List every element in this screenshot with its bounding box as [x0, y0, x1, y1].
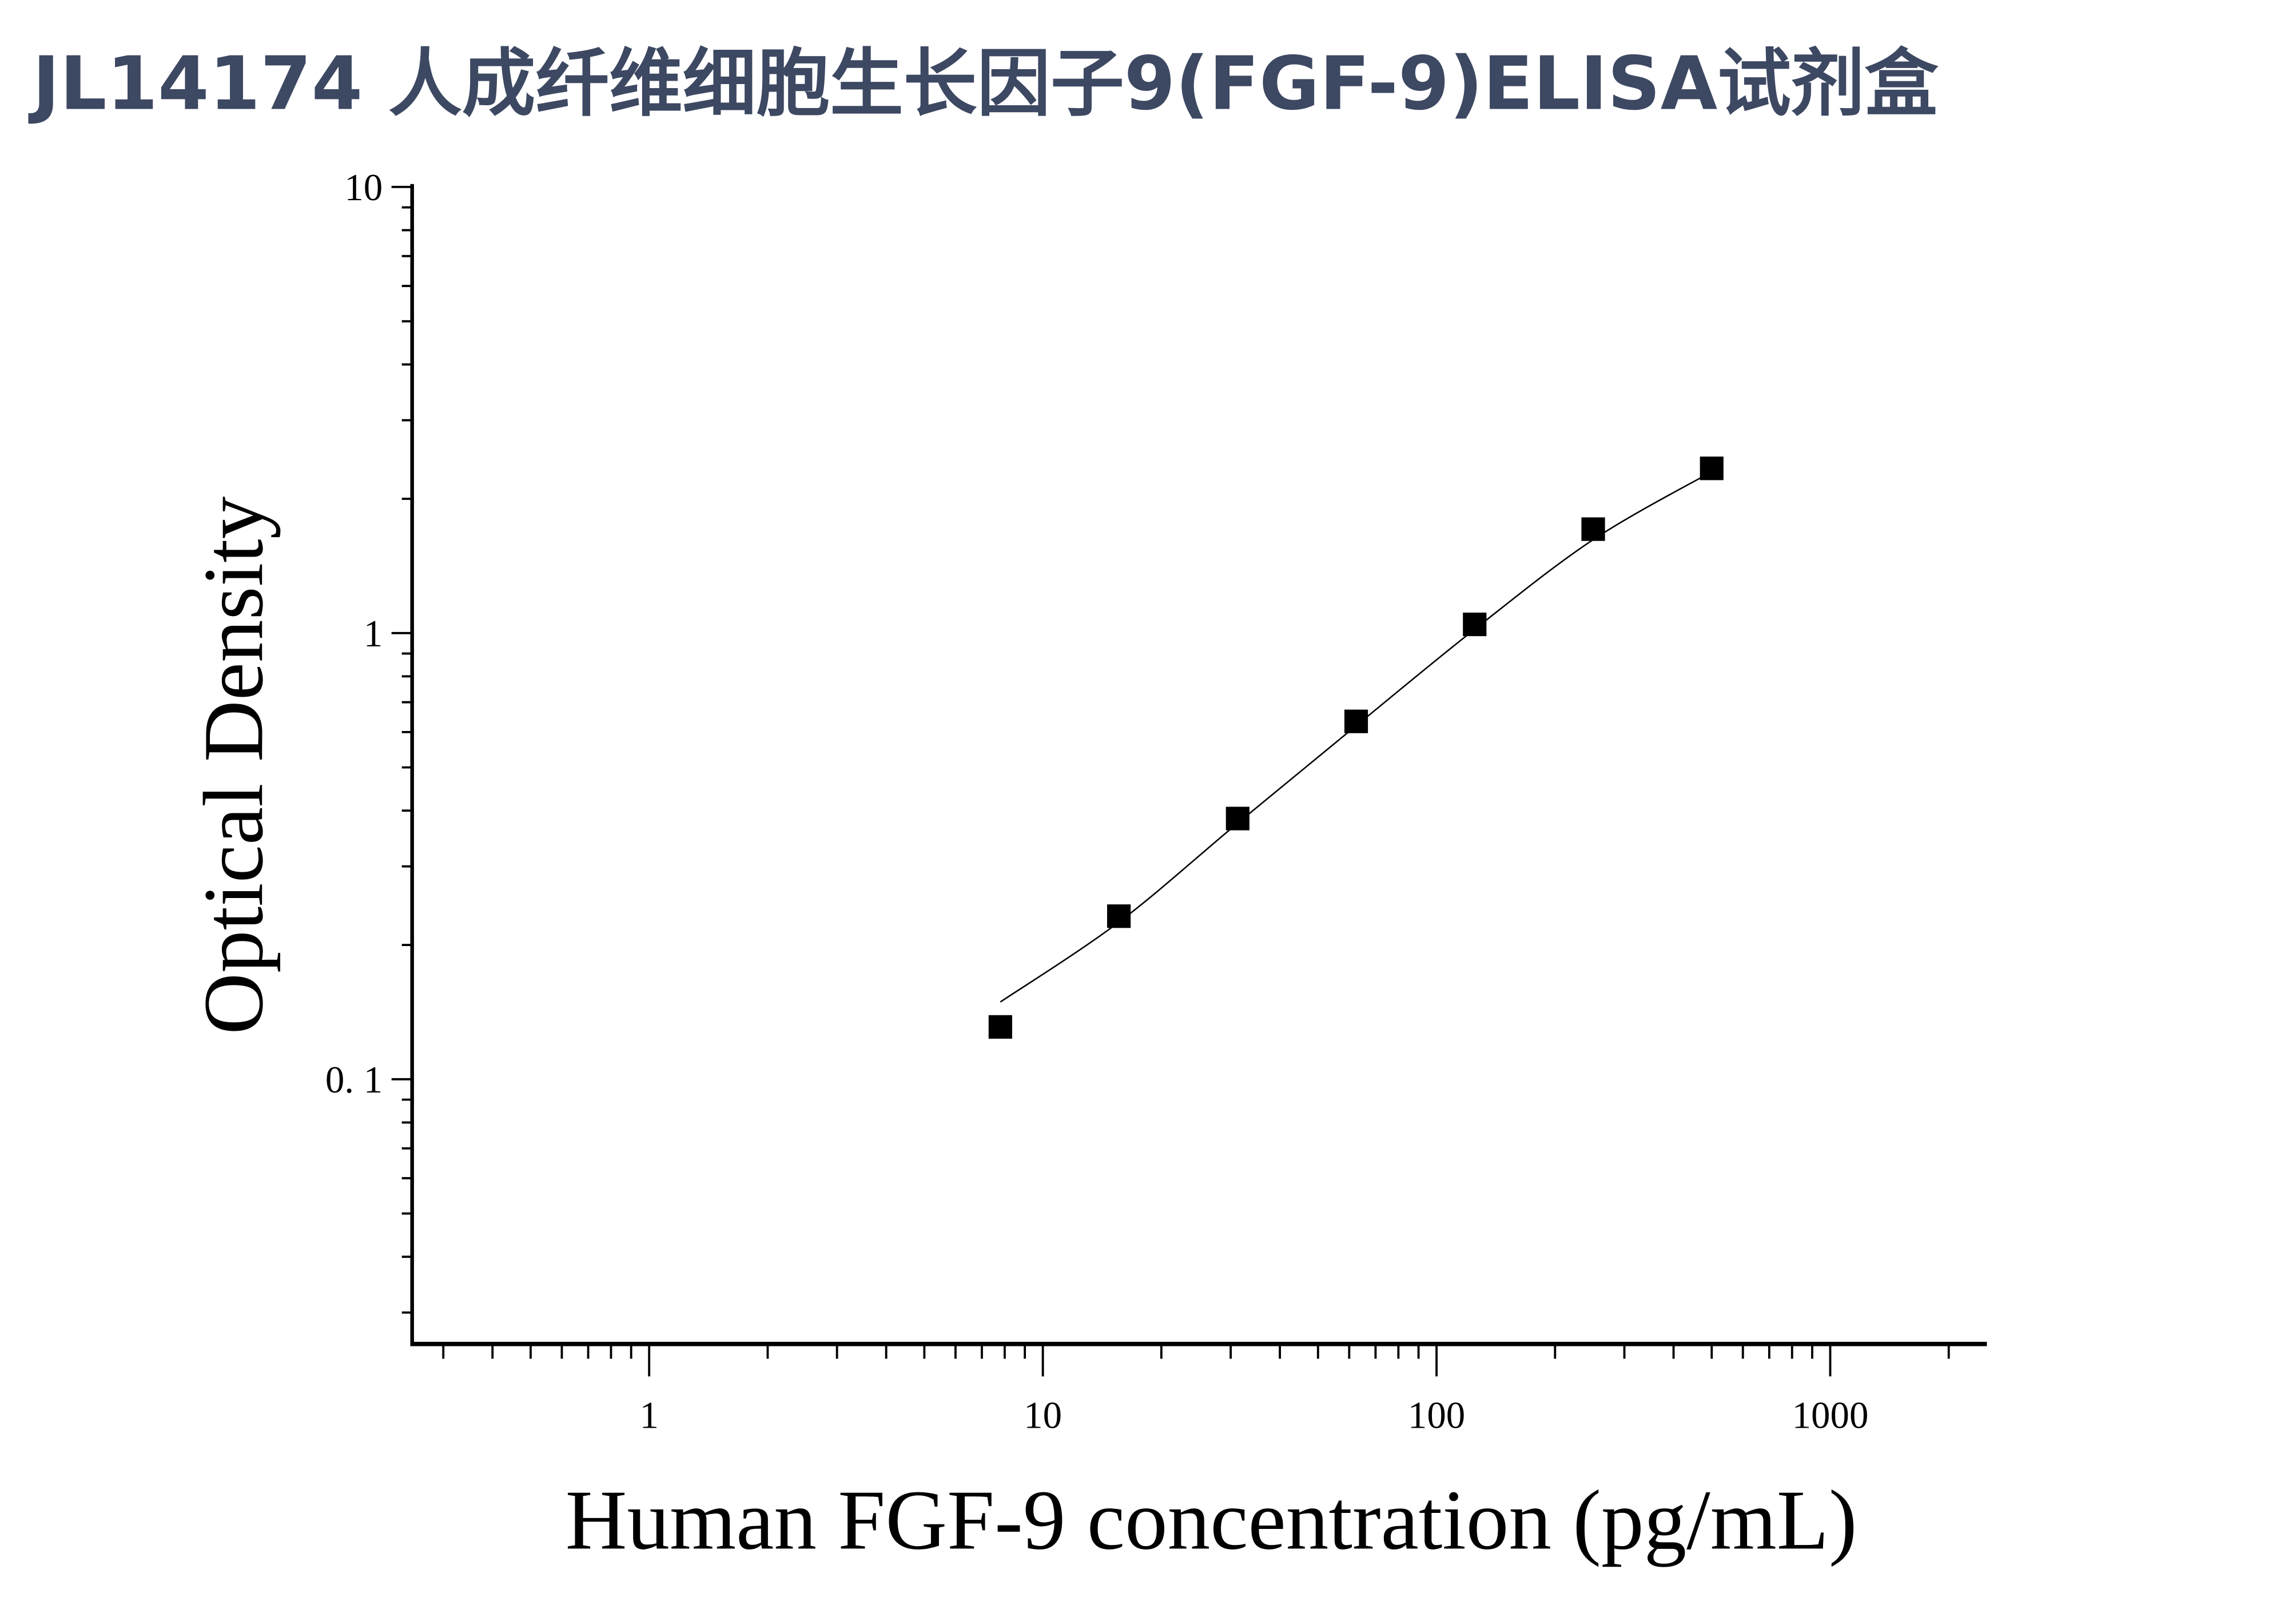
x-axis-label: Human FGF-9 concentration (pg/mL) [566, 1473, 1857, 1567]
y-axis-label: Optical Density [186, 496, 281, 1034]
y-tick-label: 1 [364, 613, 383, 655]
data-point [1463, 613, 1487, 637]
data-point [988, 1015, 1012, 1039]
data-marks [988, 456, 1724, 1039]
data-point [1225, 807, 1250, 831]
x-tick-label: 1000 [1792, 1394, 1869, 1436]
x-tick-label: 1 [639, 1394, 658, 1436]
axes: 1 10 100 1000 0. 1 1 10 [325, 166, 1987, 1436]
x-tick-label: 100 [1408, 1394, 1465, 1436]
data-point [1581, 517, 1605, 541]
x-tick-label: 10 [1024, 1394, 1062, 1436]
data-point [1107, 904, 1131, 928]
y-tick-label: 0. 1 [325, 1059, 383, 1101]
data-point [1344, 709, 1368, 733]
fit-curve [1000, 471, 1712, 1003]
data-point [1700, 456, 1724, 480]
chart-title: JL14174 人成纤维细胞生长因子9(FGF-9)ELISA试剂盒 [28, 41, 1939, 126]
y-tick-label: 10 [344, 166, 383, 209]
